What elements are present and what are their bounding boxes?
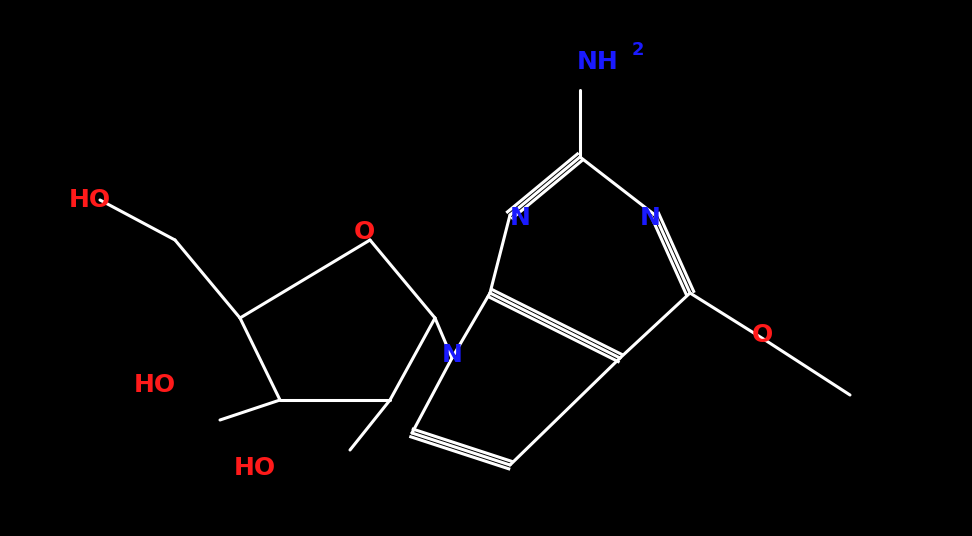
Text: O: O: [751, 323, 773, 347]
Text: N: N: [640, 206, 660, 230]
Text: HO: HO: [234, 456, 276, 480]
Text: N: N: [441, 343, 463, 367]
Text: HO: HO: [134, 373, 176, 397]
Text: 2: 2: [632, 41, 644, 59]
Text: HO: HO: [69, 188, 111, 212]
Text: NH: NH: [577, 50, 619, 74]
Text: N: N: [509, 206, 531, 230]
Text: O: O: [354, 220, 374, 244]
